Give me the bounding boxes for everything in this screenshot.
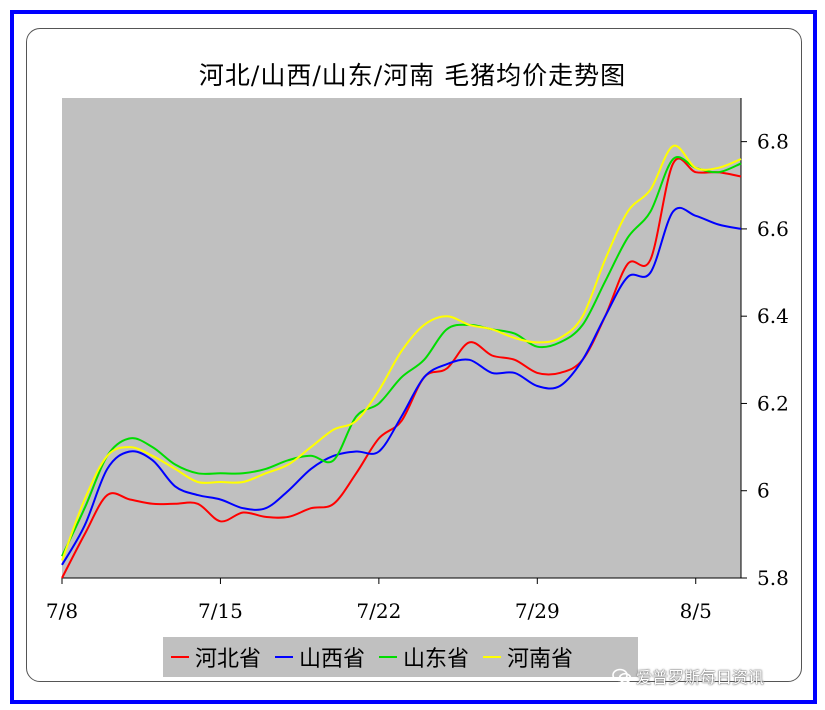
legend-label: 山西省: [299, 647, 366, 672]
legend-swatch: [379, 656, 398, 658]
legend-item: 山西省: [275, 641, 365, 673]
watermark: 爱普罗斯每日资讯: [612, 664, 764, 688]
y-tick-label: 6.6: [757, 217, 789, 241]
y-tick-label: 5.8: [757, 566, 789, 590]
legend-item: 河南省: [483, 641, 573, 673]
series-line-2: [61, 156, 742, 557]
legend-label: 山东省: [403, 647, 470, 672]
watermark-text: 爱普罗斯每日资讯: [636, 668, 765, 687]
x-tick-label: 7/22: [356, 599, 401, 623]
legend-swatch: [275, 656, 294, 658]
y-tick-label: 6.8: [757, 130, 789, 154]
plot-area: [62, 98, 741, 578]
series-line-3: [61, 144, 742, 561]
y-tick-label: 6.2: [757, 391, 789, 415]
legend-item: 河北省: [171, 641, 261, 673]
legend-item: 山东省: [379, 641, 469, 673]
x-tick-label: 7/29: [515, 599, 560, 623]
legend-label: 河南省: [507, 647, 574, 672]
legend-label: 河北省: [195, 647, 262, 672]
series-line-0: [61, 157, 742, 579]
chart-title: 河北/山西/山东/河南 毛猪均价走势图: [198, 61, 627, 90]
x-tick-label: 7/15: [198, 599, 243, 623]
legend: 河北省 山西省 山东省 河南省: [163, 637, 638, 677]
series-line-1: [61, 206, 742, 566]
wechat-icon: [612, 668, 632, 684]
y-tick-label: 6.4: [757, 304, 789, 328]
legend-swatch: [171, 656, 189, 658]
x-tick-label: 7/8: [46, 599, 78, 623]
y-tick-label: 6: [757, 479, 770, 503]
legend-swatch: [483, 656, 502, 658]
x-tick-label: 8/5: [680, 599, 712, 623]
